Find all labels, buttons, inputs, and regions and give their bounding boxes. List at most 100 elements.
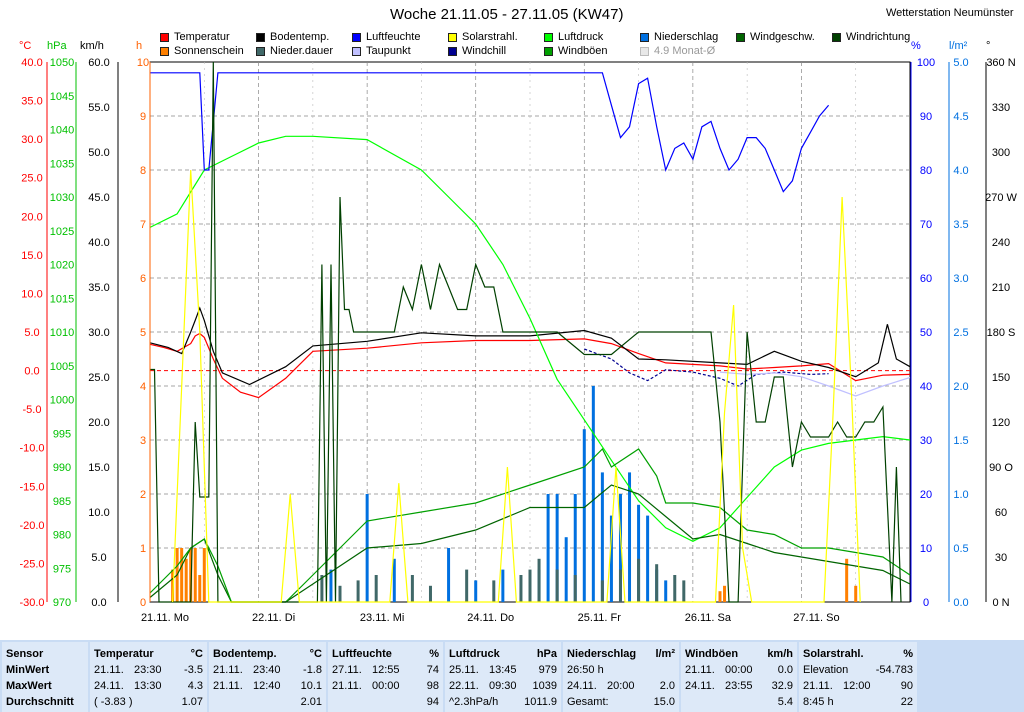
hours-tick-label: 5 (140, 327, 146, 339)
stats-cell: Gesamt: (567, 696, 609, 708)
rain-tick-label: 0.5 (953, 543, 968, 555)
stats-cell: 23:40 (253, 664, 281, 676)
stats-cell: °C (190, 648, 203, 660)
stats-cell: 1039 (532, 680, 557, 692)
legend-item: Temperatur (160, 31, 230, 43)
stats-cell: 74 (426, 664, 439, 676)
direction-tick-label: 90 O (989, 462, 1013, 474)
stats-row: 27.11. 12:55 74 (328, 664, 443, 680)
stats-cell: 1011.9 (524, 696, 557, 708)
rain-tick-label: 5.0 (953, 57, 968, 69)
stats-cell: MaxWert (6, 680, 52, 692)
rain-tick-label: 3.5 (953, 219, 968, 231)
stats-row: 21.11. 00:00 98 (328, 680, 443, 696)
direction-tick-label: 120 (992, 417, 1010, 429)
legend-item: Bodentemp. (256, 31, 329, 43)
stats-cell: 23:55 (725, 680, 753, 692)
bar-sonnenschein (723, 585, 727, 602)
stats-cell: 21.11. (213, 680, 243, 692)
stats-cell: Elevation (803, 664, 849, 676)
temp-tick-label: 30.0 (21, 134, 42, 146)
hours-tick-label: 0 (140, 597, 146, 609)
bar-niederdauer (410, 575, 414, 602)
hours-tick-label: 10 (137, 57, 149, 69)
stats-cell: 4.3 (187, 680, 203, 692)
bar-niederdauer (673, 575, 677, 602)
stats-row: 21.11. 23:40 -1.8 (209, 664, 326, 680)
series-luftfeuchte (150, 72, 830, 193)
wind-tick-label: 55.0 (88, 102, 109, 114)
bar-niederschlag (474, 580, 478, 602)
hours-tick-label: 2 (140, 489, 146, 501)
temp-tick-label: 20.0 (21, 211, 42, 223)
stats-cell: 00:00 (372, 680, 400, 692)
bar-sonnenschein (184, 558, 188, 602)
bar-niederdauer (465, 569, 469, 602)
pressure-tick-label: 980 (53, 530, 71, 542)
bar-niederdauer (374, 575, 378, 602)
stats-panel: Sensor MinWert MaxWert Durchschnitt Temperat… (0, 640, 1024, 712)
stats-cell: 12:00 (843, 680, 871, 692)
wind-tick-label: 20.0 (88, 417, 109, 429)
legend-swatch (832, 32, 841, 42)
bar-niederschlag (628, 472, 632, 602)
bar-niederdauer (555, 569, 559, 602)
wind-tick-label: 10.0 (88, 507, 109, 519)
stats-cell: 32.9 (771, 680, 793, 692)
legend-item: Taupunkt (352, 45, 411, 57)
stats-cell: 15.0 (653, 696, 675, 708)
bar-sonnenschein (198, 575, 202, 602)
temp-tick-label: 5.0 (24, 327, 39, 339)
pressure-tick-label: 1025 (50, 226, 74, 238)
legend-label: Windchill (462, 45, 507, 57)
stats-cell: 8:45 h (803, 696, 834, 708)
temp-tick-label: -25.0 (19, 558, 44, 570)
stats-row: 26:50 h (563, 664, 679, 680)
humidity-tick-label: 100 (917, 57, 935, 69)
legend-label: Taupunkt (366, 45, 411, 57)
bar-niederdauer (492, 580, 496, 602)
rain-tick-label: 2.0 (953, 381, 968, 393)
stats-cell: 24.11. (94, 680, 124, 692)
stats-cell: MinWert (6, 664, 50, 676)
humidity-axis-unit: % (911, 40, 921, 52)
hours-tick-label: 4 (140, 381, 146, 393)
bar-sonnenschein (718, 591, 722, 602)
stats-cell: 24.11. (567, 680, 597, 692)
bar-niederdauer (537, 558, 541, 602)
bar-niederdauer (600, 580, 604, 602)
stats-cell: Windböen (685, 648, 739, 660)
legend-label: Windgeschw. (750, 31, 815, 43)
chart-axes: 40.035.030.025.020.015.010.05.00.0-5.0-1… (19, 57, 1017, 624)
legend-swatch (256, 32, 265, 42)
bar-niederdauer (519, 575, 523, 602)
stats-cell: 2.01 (300, 696, 322, 708)
bar-niederschlag (573, 494, 577, 602)
temp-tick-label: -5.0 (23, 404, 42, 416)
stats-cell: 5.4 (777, 696, 793, 708)
temp-tick-label: -20.0 (19, 520, 44, 532)
bar-niederschlag (646, 515, 650, 602)
stats-row: MaxWert (2, 680, 88, 696)
stats-cell: 13:30 (134, 680, 162, 692)
pressure-tick-label: 1005 (50, 361, 74, 373)
humidity-tick-label: 80 (920, 165, 932, 177)
hours-tick-label: 6 (140, 273, 146, 285)
stats-cell: -54.783 (875, 664, 913, 676)
direction-tick-label: 240 (992, 237, 1010, 249)
pressure-tick-label: 1015 (50, 293, 74, 305)
stats-block: Sensor MinWert MaxWert Durchschnitt (2, 642, 88, 712)
stats-block: Windböen km/h 21.11. 00:00 0.0 24.11. 23:55 32.… (681, 642, 797, 712)
bar-sonnenschein (193, 548, 197, 602)
bar-niederschlag (664, 580, 668, 602)
humidity-tick-label: 10 (920, 543, 932, 555)
temp-tick-label: 0.0 (24, 366, 39, 378)
bar-niederdauer (682, 580, 686, 602)
station-name: Wetterstation Neumünster (886, 7, 1014, 19)
bar-niederschlag (600, 472, 604, 602)
stats-cell: 12:40 (253, 680, 281, 692)
stats-cell: 98 (426, 680, 439, 692)
pressure-tick-label: 1045 (50, 91, 74, 103)
wind-tick-label: 50.0 (88, 147, 109, 159)
bar-niederdauer (573, 575, 577, 602)
